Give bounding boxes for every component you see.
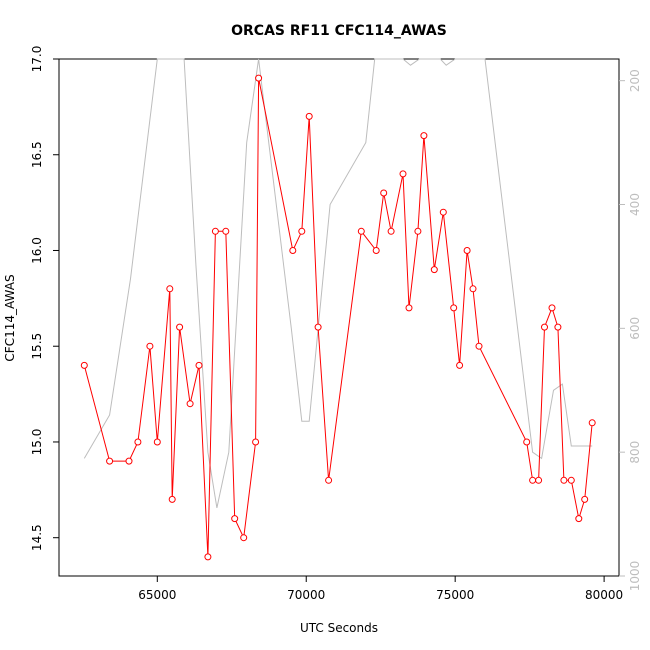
data-point	[414, 227, 422, 235]
right-y-tick-label: 600	[628, 317, 642, 340]
data-point	[420, 132, 428, 140]
y-tick-label: 16.0	[30, 237, 44, 264]
data-point	[357, 227, 365, 235]
data-point	[575, 515, 583, 523]
right-axis-series-line	[83, 58, 593, 509]
y-tick-label: 15.0	[30, 429, 44, 456]
x-tick-label: 70000	[287, 588, 325, 602]
left-axis-series-layer	[80, 74, 596, 561]
chart-title: ORCAS RF11 CFC114_AWAS	[231, 23, 447, 39]
x-tick-label: 75000	[436, 588, 474, 602]
data-point	[372, 247, 380, 254]
y-tick-label: 14.5	[30, 524, 44, 551]
data-point	[439, 208, 447, 216]
right-y-tick-label: 200	[628, 69, 642, 92]
data-point	[298, 227, 306, 235]
data-point	[380, 189, 388, 197]
data-point	[176, 323, 184, 331]
data-point	[567, 476, 575, 484]
y-axis: 14.5 15.0 15.5 16.0 16.5 17.0	[30, 46, 59, 551]
data-point	[106, 457, 114, 465]
right-y-tick-label: 1000	[628, 561, 642, 592]
plot-frame	[58, 58, 620, 577]
right-y-tick-label: 400	[628, 193, 642, 216]
data-point	[541, 323, 548, 331]
y-tick-label: 16.5	[30, 141, 44, 168]
data-point	[554, 323, 562, 331]
data-point	[168, 495, 176, 503]
data-point	[387, 227, 395, 235]
data-point	[535, 476, 543, 484]
x-tick-label: 65000	[138, 588, 176, 602]
data-point	[252, 438, 260, 446]
data-point	[548, 304, 556, 312]
data-point	[469, 285, 477, 293]
data-point	[475, 342, 483, 350]
right-y-axis: 200 400 600 800 1000	[619, 69, 642, 591]
data-point	[305, 112, 313, 120]
x-tick-label: 80000	[585, 588, 623, 602]
data-point	[134, 438, 142, 446]
data-point	[204, 553, 212, 561]
y-tick-label: 15.5	[30, 333, 44, 360]
data-point	[314, 323, 322, 331]
data-point	[581, 495, 589, 503]
data-point	[125, 457, 133, 465]
data-point	[80, 361, 88, 369]
data-point	[588, 419, 596, 427]
x-axis: 65000 70000 75000 80000	[138, 576, 623, 602]
data-point	[211, 227, 219, 235]
data-point	[186, 400, 194, 408]
data-point	[153, 438, 161, 446]
data-point	[523, 438, 531, 446]
data-point	[166, 285, 174, 293]
data-point	[231, 515, 239, 523]
x-axis-label: UTC Seconds	[300, 621, 378, 635]
right-axis-series-layer	[83, 58, 593, 509]
data-point	[560, 476, 568, 484]
data-point	[325, 476, 333, 484]
data-point	[289, 247, 297, 254]
data-point	[430, 266, 438, 274]
data-point	[405, 304, 413, 312]
data-point	[450, 304, 458, 312]
data-point	[399, 170, 407, 178]
data-point	[463, 247, 471, 254]
data-point	[255, 74, 263, 82]
y-axis-label: CFC114_AWAS	[3, 274, 17, 361]
data-point	[529, 476, 537, 484]
data-point	[222, 227, 230, 235]
data-point	[195, 361, 203, 369]
data-point	[146, 342, 154, 350]
data-point	[456, 361, 464, 369]
data-point	[240, 534, 248, 542]
y-tick-label: 17.0	[30, 46, 44, 73]
right-y-tick-label: 800	[628, 441, 642, 464]
